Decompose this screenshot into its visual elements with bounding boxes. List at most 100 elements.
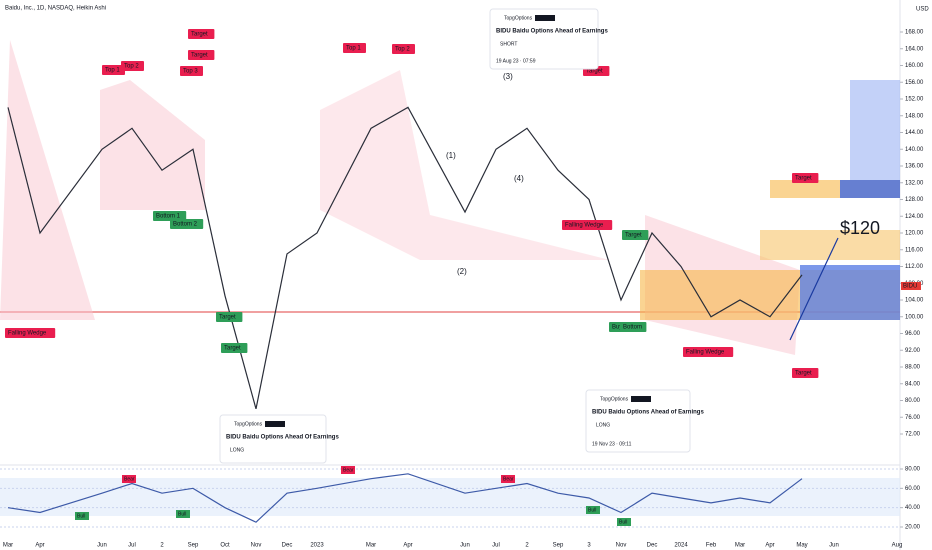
annotation-badge [792, 173, 819, 183]
annotation-badge [170, 219, 204, 229]
card-brand: TopgOptions [234, 421, 263, 427]
annotation-label: Target [795, 176, 812, 182]
rsi-badge [501, 475, 515, 483]
rsi-badge [176, 510, 190, 518]
x-tick-label: Jun [97, 543, 107, 549]
series-line [7, 106, 803, 410]
annotation-badge [562, 220, 613, 230]
x-tick-label: 2024 [674, 543, 688, 549]
card-title: BIDU Baidu Options Ahead Of Earnings [226, 435, 339, 441]
annotation-badge [792, 368, 819, 378]
annotation-badge [622, 230, 649, 240]
card-signal: SHORT [500, 41, 517, 47]
y-tick-label: 88.00 [905, 365, 921, 371]
series-line [7, 473, 803, 523]
y-tick-label: 80.00 [905, 467, 921, 473]
idea-card [219, 414, 327, 464]
y-tick-label: 104.00 [905, 298, 924, 304]
x-tick-label: Nov [251, 543, 262, 549]
card-signal: LONG [596, 422, 610, 428]
card-date: 19 Nov 23 · 09:11 [592, 441, 632, 447]
y-tick-label: 80.00 [905, 398, 921, 404]
y-tick-label: 116.00 [905, 247, 924, 253]
y-tick-label: 148.00 [905, 113, 924, 119]
rsi-label: Bear [124, 476, 135, 482]
card-date: 19 Aug 23 · 07:59 [496, 58, 536, 64]
volume-profile [850, 80, 900, 180]
y-tick-label: 124.00 [905, 214, 924, 220]
annotation-label: Top 3 [183, 69, 198, 75]
card-brand: TopgOptions [600, 396, 629, 402]
y-tick-label: 164.00 [905, 46, 924, 52]
card-badge [535, 15, 555, 21]
x-tick-label: Jun [829, 543, 839, 549]
x-tick-label: Apr [403, 543, 412, 549]
y-tick-label: 112.00 [905, 264, 924, 270]
annotation-label: Target [795, 371, 812, 377]
card-brand: TopgOptions [504, 15, 533, 21]
pattern-area [100, 80, 205, 210]
x-tick-label: Jul [128, 543, 136, 549]
annotation-label: Target [625, 233, 642, 239]
x-tick-label: Apr [765, 543, 774, 549]
annotation-label: Buy [612, 325, 622, 331]
card-badge-label: PREMIUM [266, 421, 285, 426]
wave-label: (2) [457, 267, 467, 276]
x-tick-label: Nov [616, 543, 627, 549]
y-tick-label: 72.00 [905, 432, 921, 438]
annotation-badge [683, 347, 734, 357]
annotation-label: Bottom [623, 325, 642, 331]
annotation-label: Bottom 2 [173, 222, 198, 228]
card-badge-label: PREMIUM [632, 396, 651, 401]
y-tick-label: 40.00 [905, 505, 921, 511]
rsi-label: Bear [503, 476, 514, 482]
annotation-label: Top 2 [395, 47, 410, 53]
annotation-badge [620, 322, 647, 332]
wave-label: (3) [503, 72, 513, 81]
wave-label: (4) [514, 174, 524, 183]
volume-profile [840, 180, 900, 198]
y-tick-label: 152.00 [905, 97, 924, 103]
symbol-label: BIDU [903, 284, 917, 290]
symbol-badge [901, 282, 921, 290]
card-badge-label: PREMIUM [536, 15, 555, 20]
x-tick-label: 2 [160, 543, 164, 549]
annotation-label: Target [191, 53, 208, 59]
x-tick-label: Apr [35, 543, 44, 549]
rsi-band [0, 478, 900, 516]
annotation-badge [180, 66, 203, 76]
card-badge [631, 396, 651, 402]
x-tick-label: Sep [188, 543, 199, 549]
rsi-label: Bear [343, 467, 354, 473]
y-tick-label: 96.00 [905, 331, 921, 337]
y-tick-label: 168.00 [905, 30, 924, 36]
annotation-label: Target [191, 32, 208, 38]
y-tick-label: 76.00 [905, 415, 921, 421]
wave-label: $120 [840, 218, 880, 238]
x-tick-label: Mar [735, 543, 745, 549]
y-tick-label: 92.00 [905, 348, 921, 354]
x-tick-label: Feb [706, 543, 717, 549]
wave-label: (1) [446, 151, 456, 160]
idea-card [489, 8, 599, 70]
annotation-label: Bottom 1 [156, 214, 181, 220]
x-tick-label: 3 [587, 543, 591, 549]
annotation-badge [5, 328, 56, 338]
rsi-label: Bull [178, 511, 186, 517]
annotation-badge [188, 29, 215, 39]
annotation-label: Target [219, 315, 236, 321]
y-tick-label: 132.00 [905, 180, 924, 186]
annotation-badge [102, 65, 125, 75]
x-tick-label: Jun [460, 543, 470, 549]
y-tick-label: 60.00 [905, 486, 921, 492]
projection-arrow [789, 237, 839, 341]
x-tick-label: May [796, 543, 807, 549]
annotation-label: Falling Wedge [686, 350, 725, 356]
y-tick-label: 156.00 [905, 80, 924, 86]
annotation-badge [221, 343, 248, 353]
currency: USD [916, 7, 929, 13]
rsi-label: Bull [77, 513, 85, 519]
x-tick-label: Mar [3, 543, 13, 549]
y-tick-label: 140.00 [905, 147, 924, 153]
